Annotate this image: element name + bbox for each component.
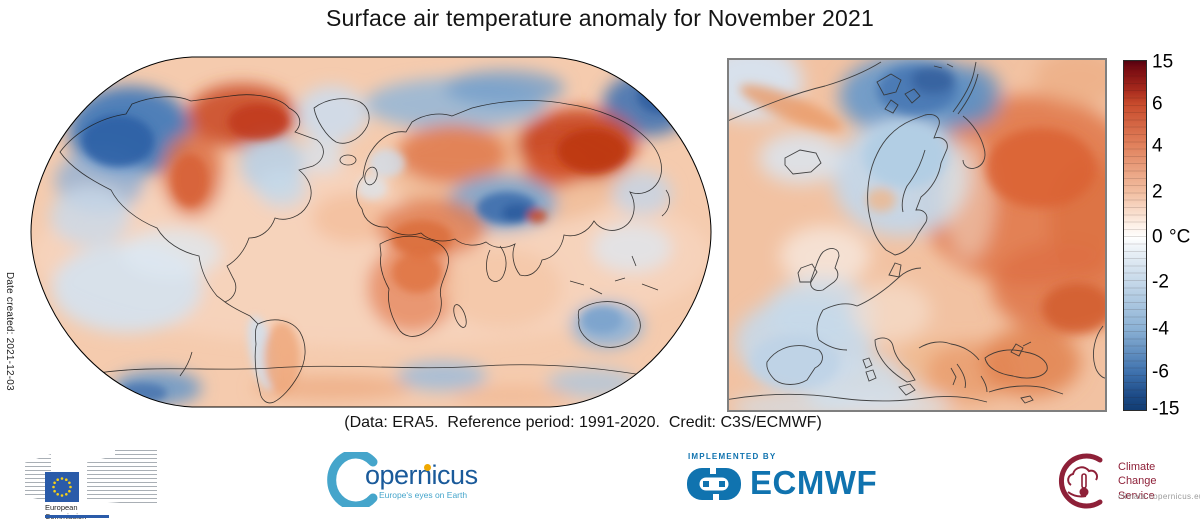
ec-building-icon: [87, 450, 157, 506]
ec-underline-bar: [45, 515, 109, 518]
caption: (Data: ERA5. Reference period: 1991-2020…: [344, 414, 822, 431]
europe-coastlines: [729, 61, 1105, 404]
copernicus-logo: opernicus Europe's eyes on Earth: [327, 449, 478, 511]
page-title: Surface air temperature anomaly for Nove…: [325, 5, 874, 31]
colorbar-tick-label: 6: [1152, 93, 1163, 115]
ecmwf-logo: IMPLEMENTED BY ECMWF: [686, 452, 878, 514]
copernicus-satellite-dot-icon: [424, 464, 431, 471]
colorbar: [1123, 60, 1147, 411]
european-commission-logo: European Commission: [25, 446, 157, 520]
c3s-logo: Climate Change Service climate.copernicu…: [1056, 452, 1200, 516]
eu-flag-icon: [45, 472, 79, 502]
ecmwf-flag-icon: [687, 466, 741, 502]
world-map-outline: [30, 56, 712, 408]
colorbar-steps: [1124, 61, 1146, 410]
colorbar-tick-label: 0: [1152, 226, 1163, 248]
world-map: [30, 56, 712, 408]
c3s-cloud-thermometer-icon: [1058, 453, 1103, 509]
c3s-url: climate.copernicus.eu: [1118, 492, 1200, 501]
ecmwf-implemented-by-label: IMPLEMENTED BY: [688, 452, 777, 461]
world-anomaly-field: [31, 57, 711, 407]
colorbar-tick-label: 15: [1152, 51, 1174, 73]
copernicus-tagline: Europe's eyes on Earth: [379, 490, 468, 500]
colorbar-unit-label: °C: [1169, 226, 1191, 248]
colorbar-tick-label: -2: [1152, 271, 1169, 293]
europe-anomaly-field: [729, 60, 1105, 410]
colorbar-tick-label: -15: [1152, 398, 1180, 420]
copernicus-c-icon: [327, 449, 378, 511]
ecmwf-wordmark: ECMWF: [750, 464, 878, 501]
date-created-label: Date created: 2021-12-03: [4, 272, 15, 391]
europe-map: [727, 58, 1107, 412]
copernicus-wordmark: opernicus: [365, 460, 478, 490]
world-coastlines: [59, 94, 687, 404]
colorbar-tick-label: -6: [1152, 361, 1169, 383]
colorbar-tick-label: -4: [1152, 318, 1169, 340]
colorbar-tick-label: 2: [1152, 181, 1163, 203]
c3s-name: Climate Change Service: [1118, 461, 1157, 502]
eu-stars-icon: [52, 477, 72, 497]
colorbar-tick-label: 4: [1152, 135, 1163, 157]
